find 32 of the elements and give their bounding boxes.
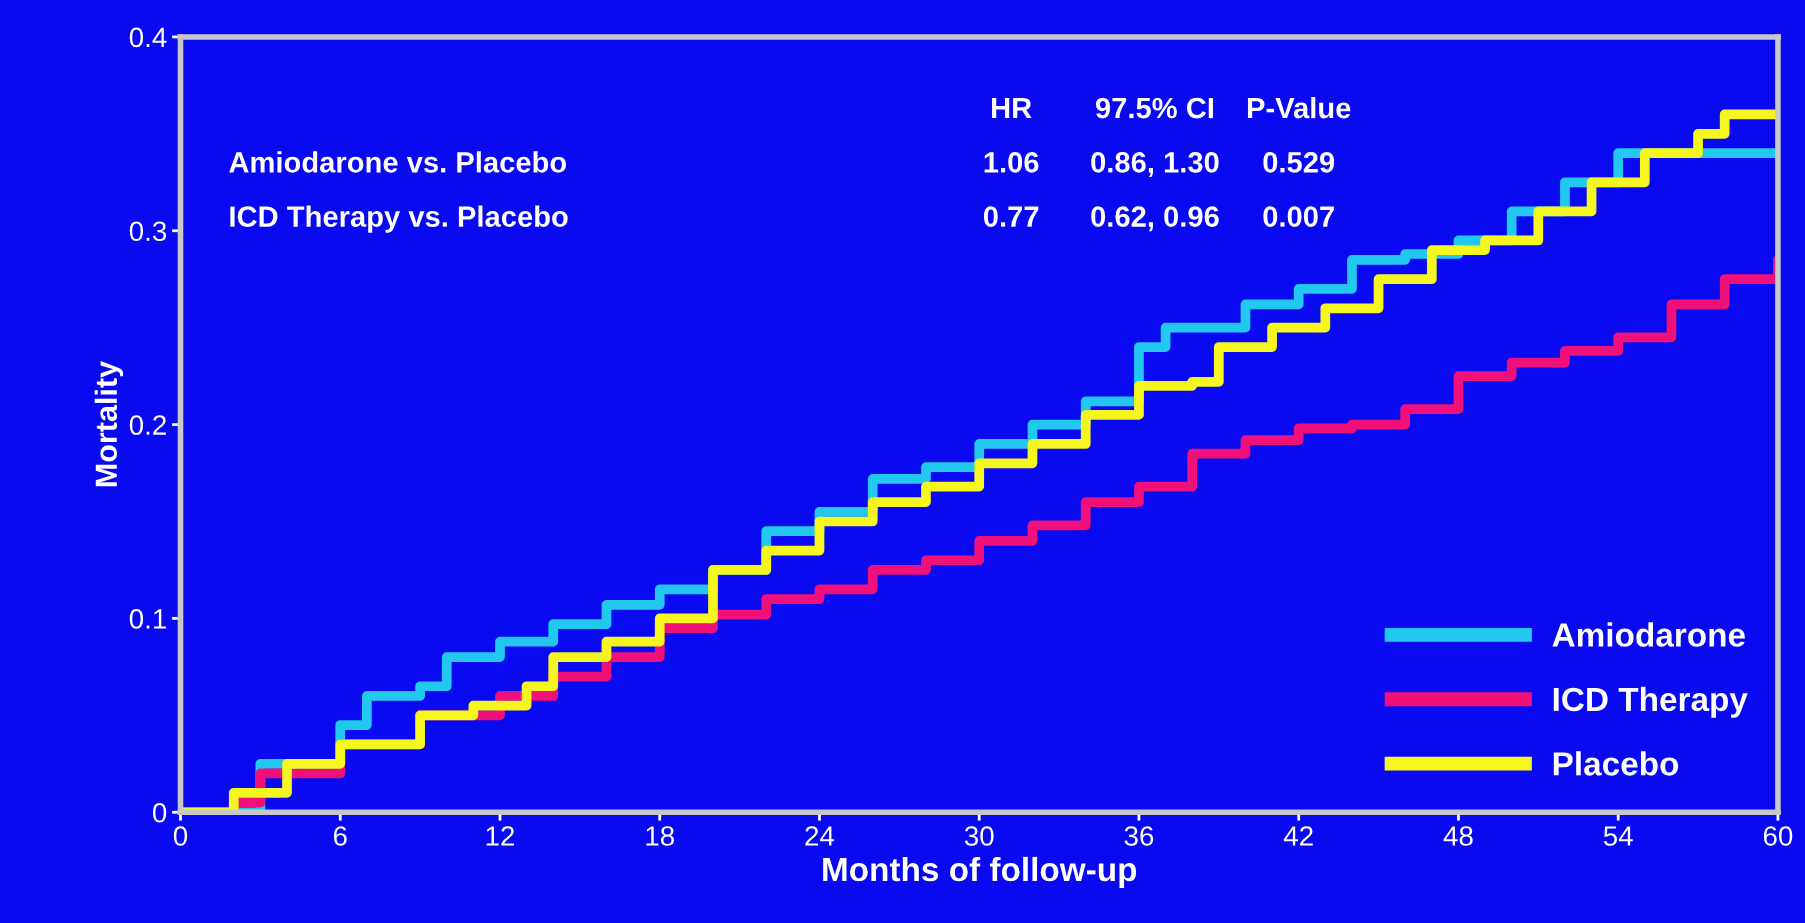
annotation: 1.06 [984,152,1039,173]
legend-label: Placebo [1553,751,1679,776]
x-tick-label: 0 [173,826,188,846]
annotation: 0.529 [1263,152,1335,173]
legend-label: Amiodarone [1552,622,1745,647]
y-axis-title: Mortality [94,361,124,487]
x-tick-label: 54 [1603,826,1633,846]
x-tick-label: 6 [333,826,347,846]
annotation: ICD Therapy vs. Placebo [230,205,568,233]
y-tick-label: 0.1 [129,609,166,629]
x-axis-title: Months of follow-up [823,856,1137,888]
legend-label: ICD Therapy [1553,686,1748,718]
annotation: P-Value [1247,96,1351,119]
y-tick-label: 0 [152,802,167,823]
y-tick-label: 0.3 [129,221,167,242]
x-tick-label: 60 [1763,826,1793,846]
annotation: HR [992,98,1032,119]
annotation: 0.007 [1263,206,1334,227]
x-tick-label: 42 [1283,826,1313,846]
annotation: 0.62, 0.96 [1091,206,1219,232]
x-tick-label: 48 [1443,826,1473,846]
x-tick-label: 30 [964,826,994,846]
x-tick-label: 24 [805,826,835,846]
x-tick-label: 12 [486,826,515,846]
annotation: 0.77 [983,206,1039,227]
annotation: 97.5% CI [1095,97,1213,119]
x-tick-label: 18 [646,826,674,846]
y-tick-label: 0.4 [129,27,167,48]
y-tick-label: 0.2 [129,415,166,435]
annotation: 0.86, 1.30 [1091,152,1219,177]
annotation: Amiodarone vs. Placebo [229,151,567,173]
x-tick-label: 36 [1124,826,1154,846]
